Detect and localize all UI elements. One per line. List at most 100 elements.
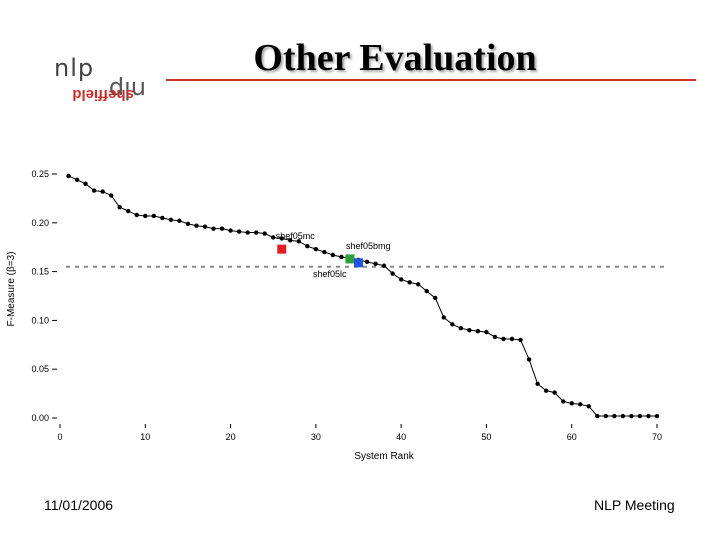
data-point (441, 315, 446, 320)
data-point (305, 244, 310, 249)
data-point (279, 236, 284, 241)
y-tick-label: 0.25 (31, 169, 49, 179)
data-point (535, 381, 540, 387)
x-tick-label: 40 (396, 432, 406, 442)
data-point (168, 217, 174, 223)
data-point (492, 334, 498, 340)
data-point (509, 336, 515, 342)
data-point (253, 230, 259, 235)
highlight-markers: shef05mc shef05bmg shef05lc (276, 231, 391, 279)
data-point (595, 413, 600, 419)
shef05lc-label: shef05lc (313, 269, 347, 279)
data-point (117, 204, 122, 210)
data-point (330, 252, 336, 258)
data-point (526, 357, 532, 362)
data-point (245, 230, 250, 235)
series-points (66, 173, 660, 419)
data-point (646, 413, 651, 419)
y-tick-label: 0.15 (31, 267, 49, 277)
data-point (339, 254, 344, 260)
data-point (629, 413, 634, 419)
x-tick-label: 10 (140, 432, 150, 442)
data-point (501, 336, 506, 342)
data-point (262, 231, 267, 236)
data-point (560, 399, 566, 404)
data-point (416, 282, 421, 287)
x-tick-label: 30 (311, 432, 321, 442)
data-point (518, 337, 523, 343)
data-point (398, 277, 404, 282)
data-point (433, 295, 438, 301)
data-point (143, 213, 148, 219)
data-point (228, 228, 233, 233)
data-point (83, 181, 88, 186)
data-point (654, 413, 660, 419)
data-point (552, 390, 557, 395)
data-point (108, 193, 114, 198)
data-point (202, 224, 208, 229)
footer-date: 11/01/2006 (44, 497, 114, 513)
data-point (578, 402, 583, 407)
footer-event: NLP Meeting (594, 497, 675, 513)
data-point (126, 208, 131, 214)
data-point (194, 223, 199, 228)
data-point (151, 213, 157, 219)
x-tick-label: 20 (226, 432, 236, 442)
data-point (450, 322, 455, 327)
data-point (475, 328, 481, 334)
data-point (296, 239, 301, 244)
data-point (160, 215, 165, 221)
y-tick-label: 0.20 (31, 218, 49, 228)
data-point (66, 173, 71, 179)
x-axis-label: System Rank (354, 451, 414, 462)
y-tick-label: 0.00 (31, 413, 49, 423)
data-point (219, 226, 225, 231)
logo-nlp-text: nlp (54, 54, 95, 82)
y-tick-label: 0.10 (31, 315, 49, 325)
data-point (612, 413, 617, 419)
y-axis: 0.00 0.05 0.10 0.15 0.20 0.25 (31, 169, 57, 423)
shef05mc-label: shef05mc (276, 231, 316, 241)
data-point (91, 188, 97, 193)
data-point (637, 413, 643, 419)
data-point (620, 413, 626, 419)
shef05bmg-label: shef05bmg (346, 241, 391, 251)
x-tick-label: 60 (567, 432, 577, 442)
data-point (211, 226, 216, 231)
data-point (313, 246, 319, 252)
series-line (68, 175, 657, 417)
logo-mirrored-text: nlp sheffield (26, 70, 154, 110)
slide-title: Other Evaluation (253, 37, 537, 79)
logo-mirrored-sheffield: sheffield (72, 86, 134, 103)
data-point (322, 249, 327, 255)
shef05bmg-marker (345, 254, 355, 264)
data-point (271, 235, 276, 240)
data-point (134, 212, 139, 218)
x-axis: 0 10 20 30 40 50 60 70 (57, 424, 662, 442)
data-point (74, 177, 80, 183)
title-rule (166, 79, 696, 81)
shef05lc-marker (354, 258, 363, 268)
data-point (381, 263, 387, 268)
y-axis-label: F-Measure (β=3) (6, 252, 17, 327)
data-point (390, 271, 395, 276)
data-point (467, 327, 472, 333)
data-point (288, 238, 293, 243)
data-point (603, 413, 609, 419)
data-point (100, 189, 105, 194)
data-point (364, 259, 370, 265)
data-point (424, 288, 429, 294)
data-point (185, 221, 191, 226)
data-point (484, 329, 489, 335)
data-point (543, 388, 549, 393)
data-point (373, 261, 378, 266)
data-point (407, 280, 412, 285)
y-tick-label: 0.05 (31, 364, 49, 374)
x-tick-label: 0 (57, 432, 62, 442)
data-point (236, 229, 242, 234)
data-point (458, 326, 464, 331)
shef05mc-marker (277, 244, 287, 254)
x-tick-label: 70 (652, 432, 662, 442)
nlp-sheffield-logo: nlp nlp sheffield (26, 54, 156, 106)
x-tick-label: 50 (481, 432, 491, 442)
